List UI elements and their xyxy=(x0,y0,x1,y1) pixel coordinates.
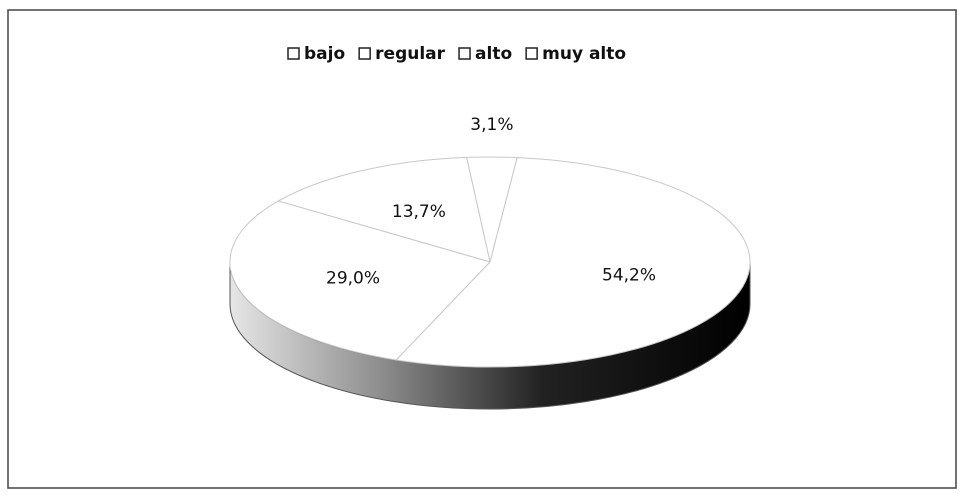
data-label: 54,2% xyxy=(602,266,656,286)
pie-slice xyxy=(229,200,491,361)
legend-label: regular xyxy=(375,44,445,64)
legend-swatch xyxy=(358,47,371,60)
legend: bajo regular alto muy alto xyxy=(287,44,626,64)
data-label: 29,0% xyxy=(326,269,380,289)
pie: 3,1% 13,7% 29,0% 54,2% xyxy=(229,115,751,410)
pie-slice xyxy=(395,157,751,368)
legend-swatch xyxy=(525,47,538,60)
data-label: 13,7% xyxy=(392,202,446,222)
legend-label: muy alto xyxy=(542,44,626,64)
legend-label: bajo xyxy=(304,44,345,64)
legend-label: alto xyxy=(475,44,512,64)
legend-swatch xyxy=(287,47,300,60)
legend-swatch xyxy=(458,47,471,60)
data-label: 3,1% xyxy=(470,115,513,135)
pie-slice xyxy=(277,156,491,263)
